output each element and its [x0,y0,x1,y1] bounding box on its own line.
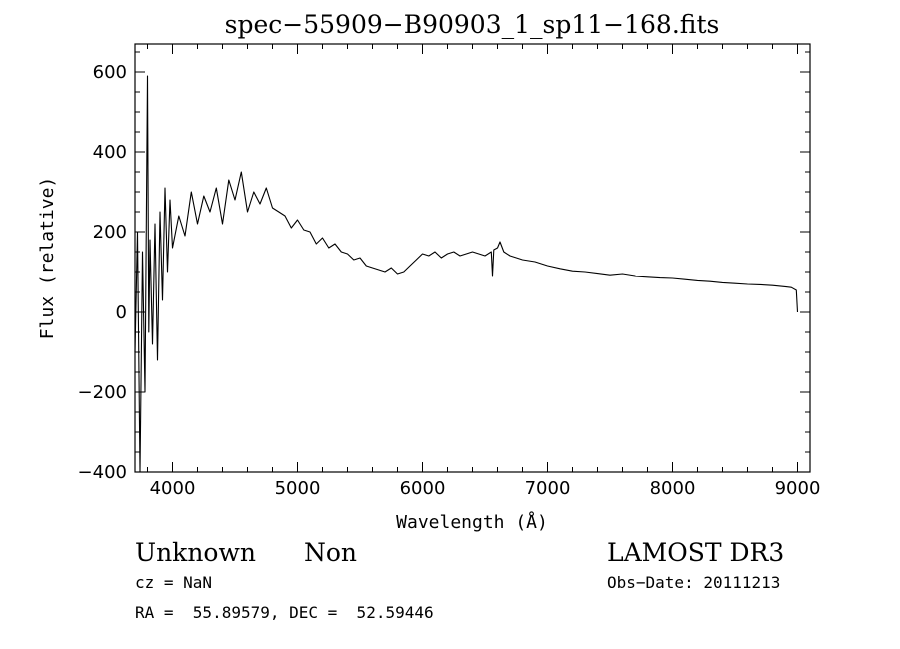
x-tick-label: 5000 [275,478,321,499]
chart-title: spec−55909−B90903_1_sp11−168.fits [225,10,720,39]
y-tick-label: −200 [78,382,127,403]
x-tick-label: 7000 [525,478,571,499]
object-class: Unknown [135,538,256,567]
axis-tick-labels: 4000 5000 6000 7000 8000 9000 −400 −200 0 200 400 6… [78,62,821,499]
obs-date-label: Obs−Date: 20111213 [607,573,781,592]
x-tick-label: 6000 [400,478,446,499]
x-tick-label: 9000 [775,478,821,499]
object-subclass: Non [304,538,358,567]
y-tick-label: 200 [93,222,127,243]
x-tick-label: 8000 [650,478,696,499]
y-tick-label: 600 [93,62,127,83]
x-tick-label: 4000 [150,478,196,499]
axis-ticks [135,44,810,473]
y-tick-label: 0 [116,302,127,323]
flux-series-line [134,75,799,473]
redshift-label: cz = NaN [135,573,213,592]
x-axis-label: Wavelength (Å) [396,511,548,533]
y-axis-label: Flux (relative) [37,177,58,340]
coordinates-label: RA = 55.89579, DEC = 52.59446 [135,603,434,622]
plot-frame [134,43,811,473]
survey-label: LAMOST DR3 [607,538,785,567]
y-tick-label: 400 [93,142,127,163]
y-tick-label: −400 [78,462,127,483]
